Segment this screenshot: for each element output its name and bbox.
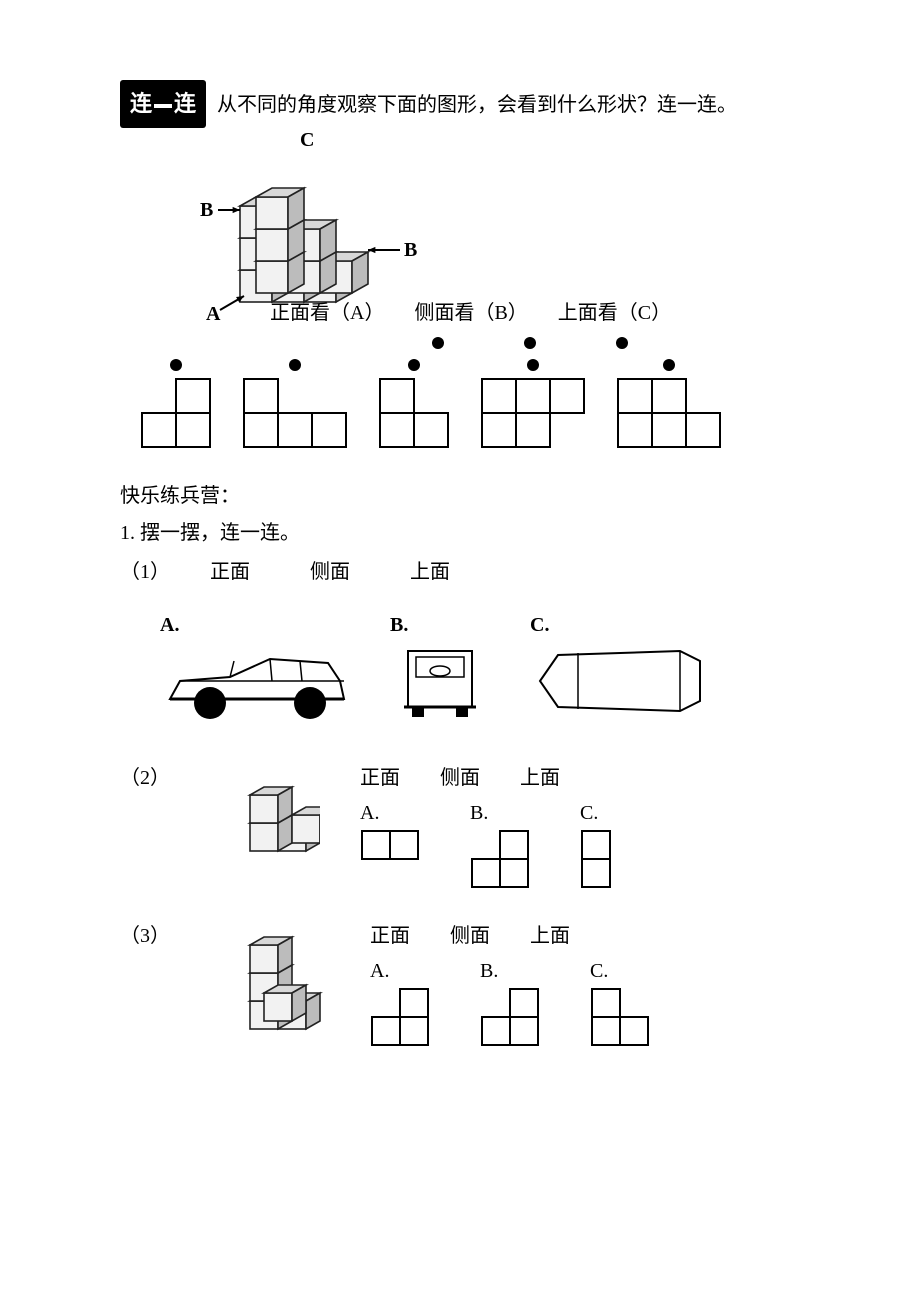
match-dot[interactable] [524, 337, 536, 349]
option-label: B. [470, 802, 530, 825]
abc-option[interactable]: B. [470, 802, 530, 889]
car-option[interactable]: A. [160, 614, 350, 721]
intro-text: 连连 从不同的角度观察下面的图形，会看到什么形状？连一连。 [120, 80, 800, 128]
label-side: 侧面看（B） [414, 296, 527, 325]
subq-num: （3） [120, 919, 170, 948]
match-dot[interactable] [527, 359, 539, 371]
svg-text:A: A [206, 303, 221, 322]
abc-options-2: A. B. C. [360, 802, 612, 889]
iso-figure-3 [210, 919, 330, 1049]
option-label: C. [580, 802, 612, 825]
subq2-right: 正面 侧面 上面 A. B. C. [360, 761, 612, 889]
abc-option[interactable]: C. [590, 960, 650, 1047]
label-front: 正面看（A） [270, 296, 384, 325]
svg-text:B: B [200, 199, 213, 221]
labels3: 正面 侧面 上面 [360, 761, 612, 790]
abc-option[interactable]: B. [480, 960, 540, 1047]
svg-text:B: B [404, 239, 417, 261]
q1-title: 1. 摆一摆，连一连。 [120, 516, 800, 545]
labels3: 正面 侧面 上面 [210, 555, 450, 584]
option-shape[interactable] [616, 359, 722, 449]
option-shape[interactable] [480, 359, 586, 449]
lbl-side: 侧面 [440, 761, 480, 790]
svg-text:C: C [300, 132, 314, 151]
upper-dots [260, 337, 800, 349]
abc-options-3: A. B. C. [370, 960, 650, 1047]
lbl-front: 正面 [210, 555, 250, 584]
match-dot[interactable] [289, 359, 301, 371]
section2-title: 快乐练兵营： [120, 479, 800, 508]
match-dot[interactable] [170, 359, 182, 371]
option-label: A. [370, 960, 430, 983]
lbl-top: 上面 [530, 919, 570, 948]
abc-option[interactable]: C. [580, 802, 612, 889]
badge: 连连 [120, 80, 206, 128]
match-dot[interactable] [616, 337, 628, 349]
iso-figure-2 [210, 761, 320, 871]
badge-right: 连 [174, 91, 196, 116]
subq-3: （3） 正面 侧面 上面 A. B. C. [120, 919, 800, 1049]
lbl-side: 侧面 [450, 919, 490, 948]
subq-2: （2） 正面 侧面 上面 A. B. C. [120, 761, 800, 889]
view-labels: 正面看（A） 侧面看（B） 上面看（C） [270, 296, 800, 325]
option-label: C. [590, 960, 650, 983]
intro-body: 从不同的角度观察下面的图形，会看到什么形状？连一连。 [217, 94, 737, 116]
badge-left: 连 [130, 91, 152, 116]
option-shape[interactable] [140, 359, 212, 449]
option-label: B. [480, 960, 540, 983]
car-label: A. [160, 614, 350, 637]
car-option[interactable]: C. [530, 614, 710, 721]
lbl-top: 上面 [520, 761, 560, 790]
option-shape[interactable] [378, 359, 450, 449]
car-label: B. [390, 614, 490, 637]
lbl-front: 正面 [360, 761, 400, 790]
option-shape[interactable] [242, 359, 348, 449]
match-dot[interactable] [408, 359, 420, 371]
labels3: 正面 侧面 上面 [370, 919, 650, 948]
abc-option[interactable]: A. [370, 960, 430, 1047]
lbl-front: 正面 [370, 919, 410, 948]
subq-1: （1） 正面 侧面 上面 [120, 555, 800, 584]
lbl-side: 侧面 [310, 555, 350, 584]
match-dot[interactable] [663, 359, 675, 371]
car-options: A. B. C. [160, 614, 800, 721]
car-option[interactable]: B. [390, 614, 490, 721]
option-shapes [140, 359, 800, 449]
subq3-right: 正面 侧面 上面 A. B. C. [370, 919, 650, 1047]
subq-num: （2） [120, 761, 170, 790]
subq-num: （1） [120, 555, 170, 584]
match-dot[interactable] [432, 337, 444, 349]
car-label: C. [530, 614, 710, 637]
main-3d-figure: C B B A [200, 132, 800, 322]
lbl-top: 上面 [410, 555, 450, 584]
option-label: A. [360, 802, 420, 825]
label-top: 上面看（C） [558, 296, 671, 325]
abc-option[interactable]: A. [360, 802, 420, 889]
main-3d-svg: C B B A [200, 132, 520, 322]
